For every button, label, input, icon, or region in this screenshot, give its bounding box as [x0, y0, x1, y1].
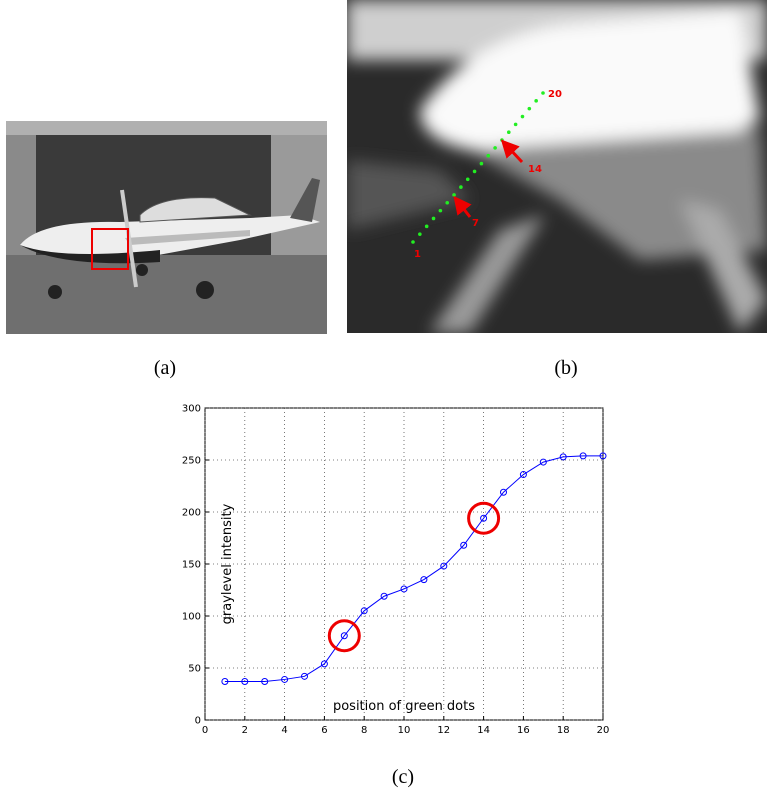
x-tick-label: 18 — [557, 725, 570, 736]
data-point — [519, 471, 527, 479]
green-dot — [486, 153, 491, 158]
photo-zoom: 1 7 14 20 — [347, 0, 767, 333]
data-point — [301, 672, 308, 680]
data-point — [241, 678, 249, 686]
green-dot — [534, 99, 538, 103]
data-point — [559, 453, 567, 461]
x-tick-label: 8 — [361, 725, 367, 736]
data-point — [380, 592, 388, 600]
green-dot — [506, 130, 511, 135]
green-dot — [459, 185, 463, 189]
green-dot — [452, 193, 456, 197]
y-tick-label: 300 — [182, 404, 201, 415]
green-dot — [493, 146, 497, 150]
dot-label: 1 — [414, 249, 421, 260]
dot-label: 7 — [472, 218, 479, 229]
data-point — [460, 541, 468, 549]
photo-airplane — [6, 121, 327, 334]
y-tick-label: 0 — [195, 716, 201, 727]
green-dot — [411, 240, 415, 244]
green-dot — [527, 106, 532, 111]
green-dot — [513, 122, 518, 127]
data-point — [221, 678, 229, 686]
data-point — [579, 452, 587, 460]
x-tick-label: 2 — [242, 725, 248, 736]
green-dot — [500, 138, 504, 142]
y-tick-label: 50 — [188, 664, 201, 675]
x-tick-label: 16 — [517, 725, 530, 736]
y-tick-label: 250 — [182, 456, 201, 467]
green-dot — [438, 208, 443, 213]
green-dot — [445, 200, 450, 205]
x-tick-label: 0 — [202, 725, 208, 736]
y-axis-label: graylevel intensity — [220, 503, 235, 624]
panel-label: (c) — [392, 766, 414, 788]
dot-label: 14 — [528, 164, 542, 175]
green-dot — [541, 91, 545, 95]
data-point — [599, 452, 607, 460]
green-dot — [465, 177, 470, 182]
x-tick-label: 14 — [477, 725, 490, 736]
data-point — [420, 576, 428, 584]
y-tick-label: 150 — [182, 560, 201, 571]
highlight-circle — [467, 501, 501, 535]
green-dot — [418, 232, 422, 236]
y-tick-label: 200 — [182, 508, 201, 519]
data-point — [500, 488, 507, 496]
x-tick-label: 12 — [437, 725, 450, 736]
x-tick-label: 4 — [281, 725, 287, 736]
x-tick-label: 6 — [321, 725, 327, 736]
dot-label: 20 — [548, 89, 562, 100]
data-point — [340, 632, 348, 640]
data-point — [320, 660, 328, 668]
panel-label: (b) — [554, 357, 577, 379]
x-axis-label: position of green dots — [333, 699, 475, 714]
green-dot — [479, 161, 484, 166]
green-dot — [431, 216, 436, 221]
data-point — [480, 514, 488, 522]
data-point — [400, 585, 408, 593]
data-point — [360, 607, 368, 615]
x-tick-label: 10 — [398, 725, 411, 736]
data-point — [440, 562, 448, 570]
green-dot — [472, 169, 477, 174]
green-dot — [520, 114, 525, 119]
y-tick-label: 100 — [182, 612, 201, 623]
data-point — [261, 678, 269, 686]
panel-label: (a) — [154, 357, 176, 379]
green-dot — [424, 224, 429, 229]
x-tick-label: 20 — [597, 725, 610, 736]
data-point — [539, 458, 547, 466]
data-point — [281, 675, 289, 683]
plot: 0 2 4 6 8 10 12 14 16 18 20050100150200250300posit… — [182, 404, 609, 737]
highlight-circle — [327, 619, 361, 653]
